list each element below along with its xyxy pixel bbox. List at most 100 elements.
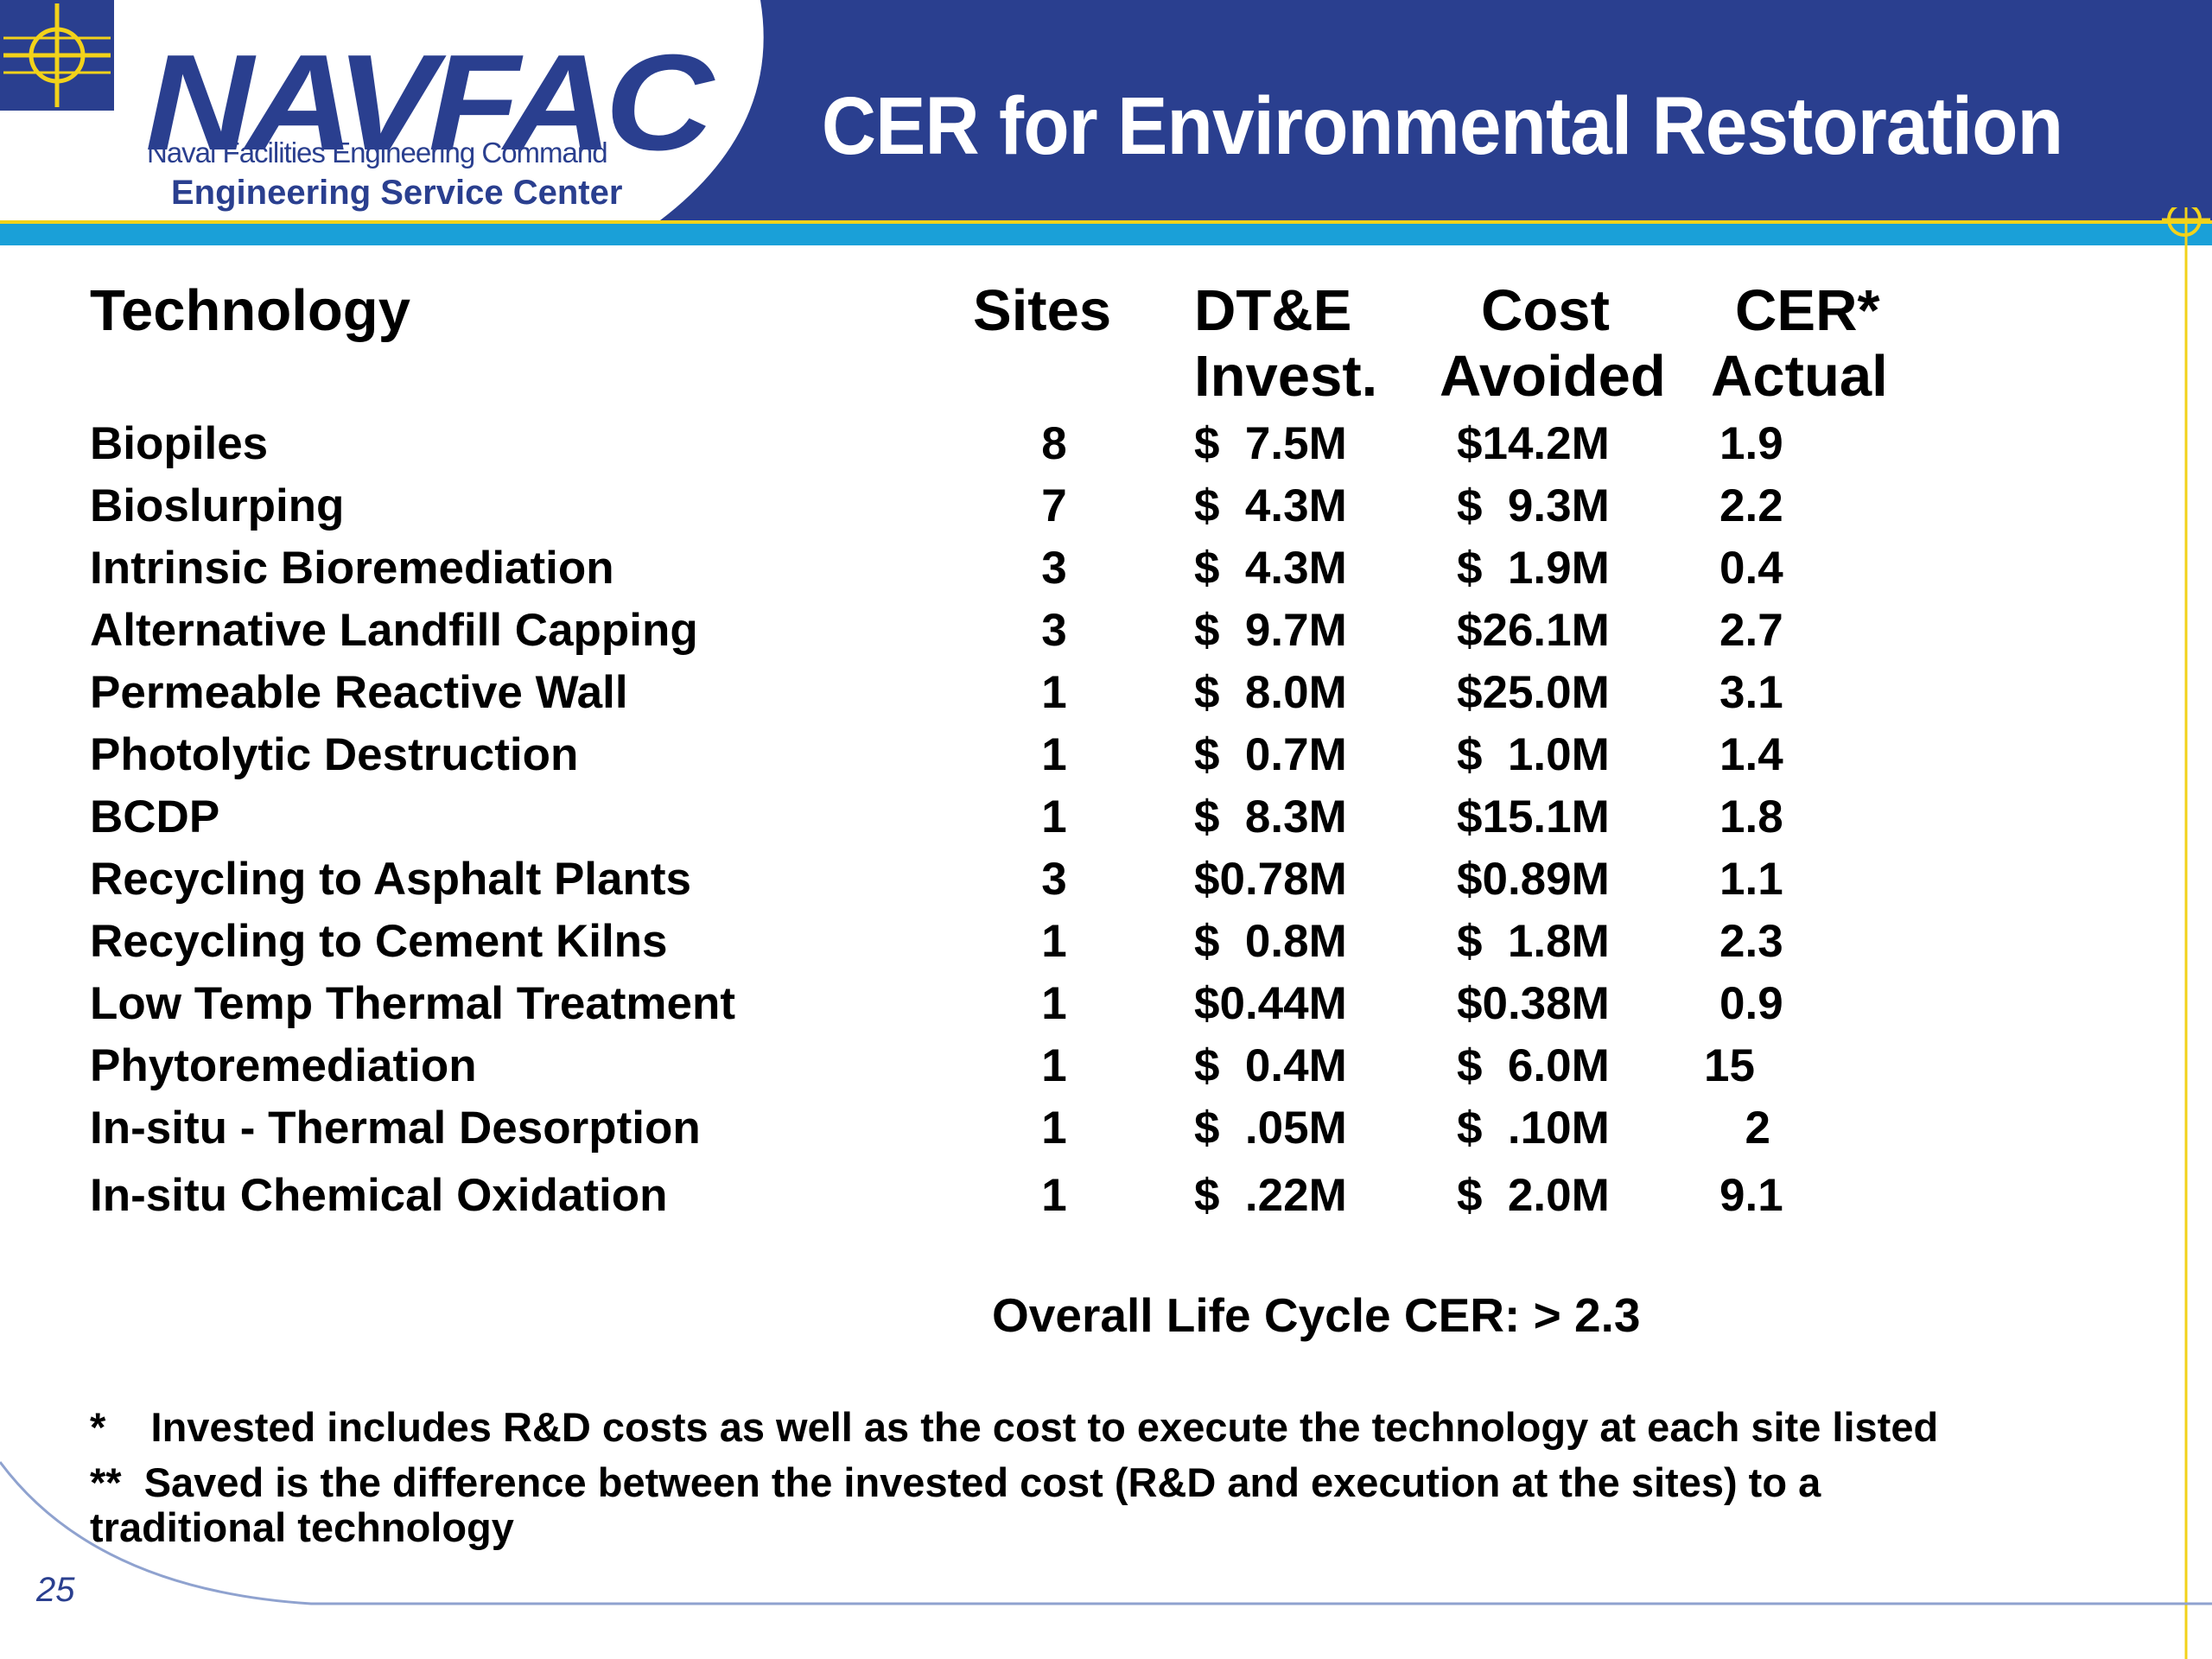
cell-technology: Intrinsic Bioremediation (90, 543, 614, 594)
page-title: CER for Environmental Restoration (821, 80, 2063, 172)
table-row: Intrinsic Bioremediation 3 $ 4.3M $ 1.9M… (0, 537, 2212, 600)
column-header-cost-line1: Cost (1481, 278, 1610, 343)
column-header-invest-line2: Invest. (1194, 344, 1378, 409)
cell-technology: Recycling to Asphalt Plants (90, 854, 692, 905)
cell-invest: $ 0.8M (1194, 916, 1347, 967)
logo-subtitle: Naval Facilities Engineering Command (147, 137, 608, 168)
cell-technology: Recycling to Cement Kilns (90, 916, 668, 967)
table-row: Bioslurping 7 $ 4.3M $ 9.3M 2.2 (0, 475, 2212, 537)
cell-cer: 0.9 (1719, 978, 1783, 1029)
cell-cer: 2.7 (1719, 605, 1783, 656)
cell-cost: $26.1M (1457, 605, 1610, 656)
cell-cost: $0.89M (1457, 854, 1610, 905)
cell-sites: 1 (1041, 791, 1067, 842)
cell-technology: In-situ Chemical Oxidation (90, 1170, 668, 1221)
cell-sites: 1 (1041, 916, 1067, 967)
table-row: Phytoremediation 1 $ 0.4M $ 6.0M 15 (0, 1035, 2212, 1097)
cell-cer: 1.9 (1719, 418, 1783, 469)
column-header-cost-line2: Avoided (1440, 344, 1666, 409)
cell-invest: $ 9.7M (1194, 605, 1347, 656)
cell-sites: 1 (1041, 1040, 1067, 1091)
right-edge-decoration (2162, 207, 2210, 1659)
cell-cost: $0.38M (1457, 978, 1610, 1029)
column-header-sites: Sites (973, 278, 1112, 343)
cell-technology: In-situ - Thermal Desorption (90, 1103, 701, 1154)
table-row: Photolytic Destruction 1 $ 0.7M $ 1.0M 1… (0, 724, 2212, 786)
navfac-emblem-icon (0, 0, 114, 111)
cell-invest: $ 0.4M (1194, 1040, 1347, 1091)
cell-cost: $ 1.8M (1457, 916, 1610, 967)
footnote-saved: ** Saved is the difference between the i… (90, 1459, 1821, 1505)
column-header-cer-line2: Actual (1711, 344, 1888, 409)
cell-sites: 7 (1041, 480, 1067, 531)
cell-cer: 2.3 (1719, 916, 1783, 967)
cell-cost: $ 1.0M (1457, 729, 1610, 780)
logo-division: Engineering Service Center (171, 174, 623, 212)
cell-cost: $25.0M (1457, 667, 1610, 718)
cell-technology: Low Temp Thermal Treatment (90, 978, 736, 1029)
table-row: Alternative Landfill Capping 3 $ 9.7M $2… (0, 600, 2212, 662)
cell-sites: 1 (1041, 667, 1067, 718)
cell-cost: $ 1.9M (1457, 543, 1610, 594)
cell-sites: 1 (1041, 1170, 1067, 1221)
cell-invest: $ 4.3M (1194, 543, 1347, 594)
table-row: Biopiles 8 $ 7.5M $14.2M 1.9 (0, 413, 2212, 475)
cell-cer: 2.2 (1719, 480, 1783, 531)
cell-cost: $ 9.3M (1457, 480, 1610, 531)
cell-invest: $ 4.3M (1194, 480, 1347, 531)
cell-invest: $0.44M (1194, 978, 1347, 1029)
cell-cer: 9.1 (1719, 1170, 1783, 1221)
table-row: BCDP 1 $ 8.3M $15.1M 1.8 (0, 786, 2212, 849)
cell-technology: BCDP (90, 791, 220, 842)
cell-technology: Alternative Landfill Capping (90, 605, 698, 656)
cell-cost: $ .10M (1457, 1103, 1610, 1154)
footnote-saved-continued: traditional technology (90, 1504, 514, 1550)
cell-technology: Biopiles (90, 418, 269, 469)
cell-invest: $ .22M (1194, 1170, 1347, 1221)
table-row: In-situ - Thermal Desorption 1 $ .05M $ … (0, 1097, 2212, 1160)
overall-cer: Overall Life Cycle CER: > 2.3 (992, 1288, 1641, 1342)
cell-technology: Phytoremediation (90, 1040, 477, 1091)
cell-cer: 2 (1719, 1103, 1770, 1154)
page-number: 25 (36, 1571, 75, 1609)
cell-cer: 1.1 (1719, 854, 1783, 905)
table-row: Recycling to Asphalt Plants 3 $0.78M $0.… (0, 849, 2212, 911)
column-header-technology: Technology (90, 278, 410, 343)
cell-cer: 15 (1704, 1040, 1755, 1091)
bottom-swoosh (0, 1461, 2212, 1605)
cell-sites: 1 (1041, 978, 1067, 1029)
cell-invest: $0.78M (1194, 854, 1347, 905)
cell-invest: $ 0.7M (1194, 729, 1347, 780)
cell-cost: $ 2.0M (1457, 1170, 1610, 1221)
cell-technology: Bioslurping (90, 480, 345, 531)
banner-graphic (0, 0, 2212, 247)
cell-sites: 1 (1041, 729, 1067, 780)
cell-invest: $ 7.5M (1194, 418, 1347, 469)
footnote-invested: * Invested includes R&D costs as well as… (90, 1404, 1939, 1450)
cell-cer: 1.4 (1719, 729, 1783, 780)
table-row: Recycling to Cement Kilns 1 $ 0.8M $ 1.8… (0, 911, 2212, 973)
cell-invest: $ 8.3M (1194, 791, 1347, 842)
table-row: Permeable Reactive Wall 1 $ 8.0M $25.0M … (0, 662, 2212, 724)
navfac-logo-text: NAVFAC (145, 27, 714, 179)
table-row: In-situ Chemical Oxidation 1 $ .22M $ 2.… (0, 1165, 2212, 1227)
cell-technology: Permeable Reactive Wall (90, 667, 628, 718)
cell-technology: Photolytic Destruction (90, 729, 579, 780)
cell-sites: 3 (1041, 543, 1067, 594)
cell-sites: 3 (1041, 605, 1067, 656)
cell-invest: $ 8.0M (1194, 667, 1347, 718)
cell-sites: 1 (1041, 1103, 1067, 1154)
cell-invest: $ .05M (1194, 1103, 1347, 1154)
cell-cer: 0.4 (1719, 543, 1783, 594)
cell-cost: $14.2M (1457, 418, 1610, 469)
header-banner: NAVFAC Naval Facilities Engineering Comm… (0, 0, 2212, 247)
column-header-cer-line1: CER* (1735, 278, 1880, 343)
cell-cost: $15.1M (1457, 791, 1610, 842)
cell-sites: 8 (1041, 418, 1067, 469)
cell-cer: 3.1 (1719, 667, 1783, 718)
cell-sites: 3 (1041, 854, 1067, 905)
column-header-invest-line1: DT&E (1194, 278, 1352, 343)
cell-cost: $ 6.0M (1457, 1040, 1610, 1091)
cell-cer: 1.8 (1719, 791, 1783, 842)
table-row: Low Temp Thermal Treatment 1 $0.44M $0.3… (0, 973, 2212, 1035)
